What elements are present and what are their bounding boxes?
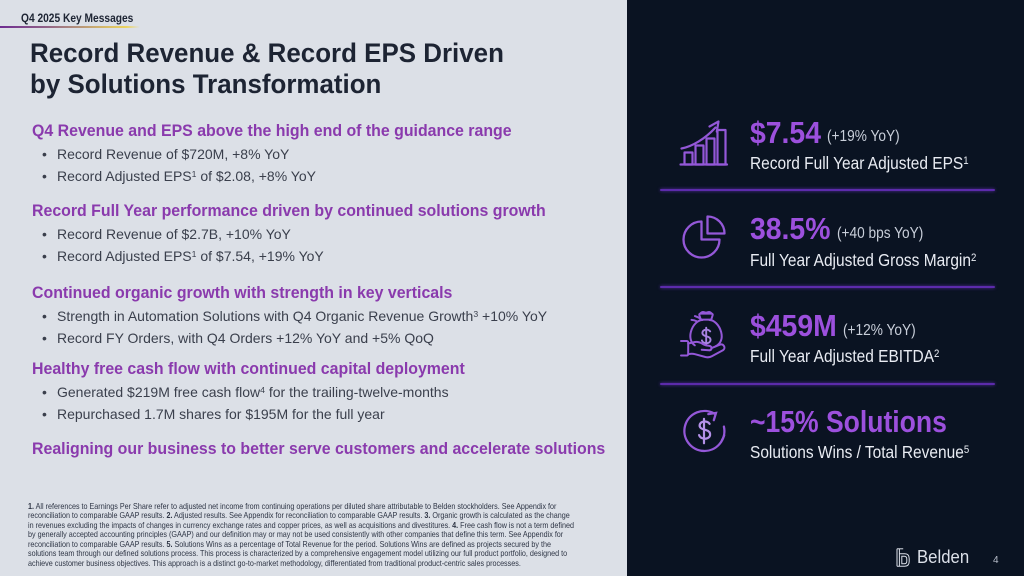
footnotes: 1. All references to Earnings Per Share … (28, 502, 650, 569)
bullet-text: Record Adjusted EPS1 of $7.54, +19% YoY (57, 247, 324, 264)
bullet-text: Record Revenue of $720M, +8% YoY (57, 146, 290, 162)
footnote-line: 1. All references to Earnings Per Share … (28, 501, 557, 511)
bullet-item: • Strength in Automation Solutions with Q… (32, 305, 672, 327)
key-messages-list: Q4 Revenue and EPS above the high end of… (32, 121, 672, 471)
bullet-dot: • (42, 406, 47, 422)
bullet-text: Repurchased 1.7M shares for $195M for th… (57, 406, 385, 422)
kpi-qualifier: (+19% YoY) (827, 128, 901, 146)
kpi-panel: $7.54 (+19% YoY) Record Full Year Adjusted… (627, 0, 1024, 576)
kpi-label: Full Year Adjusted Gross Margin2 (749, 249, 976, 270)
title-line-1: Record Revenue & Record EPS Driven (30, 37, 504, 68)
message-section-3: Continued organic growth with strength i… (32, 283, 672, 349)
message-section-5: Realigning our business to better serve … (32, 439, 672, 458)
kpi-divider-2 (660, 286, 995, 288)
kpi-divider-1 (660, 189, 995, 191)
kpi-qualifier: (+12% YoY) (843, 321, 916, 339)
page-number: 4 (993, 555, 999, 566)
title-line-2: by Solutions Transformation (30, 68, 382, 99)
slide-eyebrow: Q4 2025 Key Messages (20, 11, 133, 25)
footnote-line: achieve customer business objectives. Th… (28, 558, 521, 568)
bullet-text: Record Revenue of $2.7B, +10% YoY (57, 225, 291, 242)
footnote-line: by generally accepted accounting princip… (28, 530, 564, 539)
bullet-item: • Record Adjusted EPS1 of $2.08, +8% YoY (32, 165, 672, 187)
section-heading: Continued organic growth with strength i… (32, 282, 453, 302)
bullet-item: • Record Revenue of $2.7B, +10% YoY (32, 223, 672, 245)
belden-logo-text: Belden (917, 547, 970, 567)
footnote-line: solutions team through our defined solut… (28, 549, 568, 558)
section-heading: Q4 Revenue and EPS above the high end of… (32, 121, 512, 140)
money-bag-icon (679, 309, 729, 359)
kpi-qualifier: (+40 bps YoY) (836, 224, 924, 242)
kpi-label: Full Year Adjusted EBITDA2 (749, 346, 939, 367)
bullet-dot: • (42, 168, 47, 184)
kpi-value: ~15% Solutions (749, 405, 947, 439)
bullet-dot: • (42, 146, 47, 162)
bullet-item: • Generated $219M free cash flow4 for the… (32, 381, 672, 403)
dollar-cycle-icon (679, 406, 729, 456)
kpi-value: $7.54 (749, 115, 821, 150)
message-section-4: Healthy free cash flow with continued ca… (32, 359, 672, 425)
bullet-text: Record FY Orders, with Q4 Orders +12% Yo… (57, 329, 434, 346)
kpi-value: 38.5% (749, 212, 830, 247)
slide-title: Record Revenue & Record EPS Driven by So… (30, 38, 524, 100)
bullet-dot: • (42, 225, 47, 242)
belden-logo-icon (896, 548, 910, 567)
eyebrow-underline (0, 25, 140, 29)
message-section-2: Record Full Year performance driven by c… (32, 201, 672, 267)
message-section-1: Q4 Revenue and EPS above the high end of… (32, 121, 672, 187)
kpi-label: Record Full Year Adjusted EPS1 (749, 152, 969, 173)
bullet-text: Record Adjusted EPS1 of $2.08, +8% YoY (57, 168, 316, 184)
bullet-item: • Repurchased 1.7M shares for $195M for t… (32, 403, 672, 425)
growth-chart-icon (679, 118, 729, 168)
bullet-text: Generated $219M free cash flow4 for the … (57, 384, 449, 400)
bullet-item: • Record FY Orders, with Q4 Orders +12% Y… (32, 327, 672, 349)
bullet-dot: • (42, 307, 47, 324)
bullet-text: Strength in Automation Solutions with Q4… (57, 307, 548, 324)
kpi-item-2: 38.5% (+40 bps YoY) Full Year Adjusted Gro… (750, 212, 1020, 269)
footnote-line: in revenues excluding the impacts of cha… (28, 520, 574, 530)
kpi-item-1: $7.54 (+19% YoY) Record Full Year Adjusted… (750, 116, 1020, 173)
section-heading: Realigning our business to better serve … (32, 438, 606, 458)
kpi-item-3: $459M (+12% YoY) Full Year Adjusted EBITDA… (750, 309, 1020, 366)
kpi-divider-3 (660, 383, 995, 385)
bullet-dot: • (42, 384, 47, 400)
bullet-item: • Record Revenue of $720M, +8% YoY (32, 143, 672, 165)
bullet-dot: • (42, 247, 47, 264)
section-heading: Healthy free cash flow with continued ca… (32, 359, 465, 378)
kpi-item-4: ~15% Solutions Solutions Wins / Total Rev… (750, 405, 1020, 462)
kpi-label: Solutions Wins / Total Revenue5 (749, 442, 969, 463)
bullet-item: • Record Adjusted EPS1 of $7.54, +19% YoY (32, 245, 672, 267)
footnote-line: reconciliation to comparable GAAP result… (28, 539, 551, 549)
kpi-value: $459M (749, 309, 837, 344)
belden-logo: Belden (895, 547, 973, 567)
footnote-line: reconciliation to comparable GAAP result… (28, 511, 570, 520)
pie-chart-icon (679, 212, 729, 262)
bullet-dot: • (42, 329, 47, 346)
section-heading: Record Full Year performance driven by c… (32, 200, 546, 220)
